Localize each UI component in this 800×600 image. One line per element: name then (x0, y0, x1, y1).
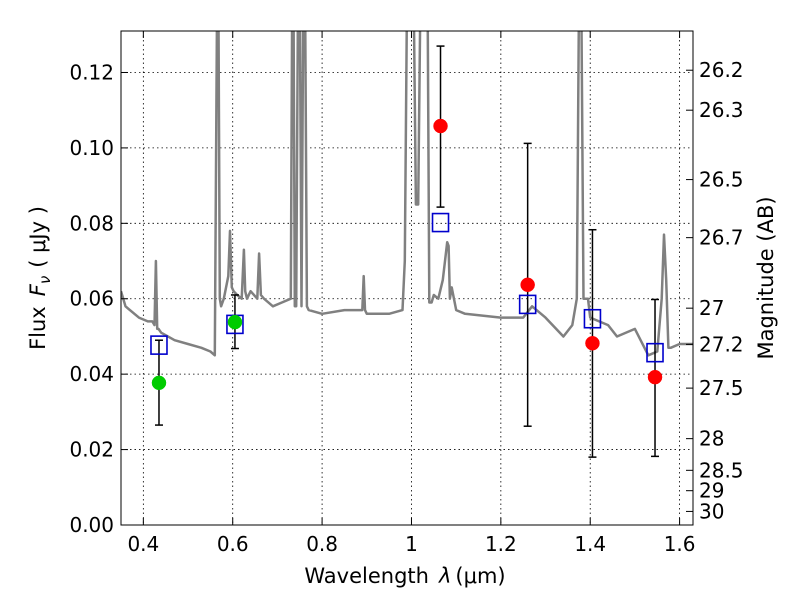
model-photometry-box (518, 294, 537, 315)
plot-frame (120, 30, 694, 526)
model-spectrum-line (121, 31, 693, 357)
x-tick-label: 0.6 (217, 532, 249, 556)
magnitude-tick-label: 30 (699, 499, 724, 523)
y-axis-label: FluxFν( μJy ) (26, 206, 54, 350)
magnitude-tick-label: 27.5 (699, 376, 744, 400)
model-photometry-box (150, 335, 168, 355)
magnitude-tick-label: 27 (699, 296, 724, 320)
observed-flux-point (151, 375, 167, 391)
model-photometry-box (583, 308, 602, 329)
spectrum-layer (121, 31, 693, 357)
observed-flux-point (520, 277, 535, 293)
y-tick-label: 0.06 (69, 287, 114, 311)
magnitude-tick-label: 29 (699, 479, 724, 503)
observed-flux-point (585, 335, 600, 351)
magnitude-tick-label: 27.2 (699, 332, 744, 356)
x-tick-label: 1.6 (664, 532, 696, 556)
observed-flux-point (227, 314, 243, 330)
tick-layer: 0.4 0.6 0.8 1 1.2 1.4 1.6 0.00 0.02 0.04 0.06 0.08 0… (69, 31, 744, 556)
magnitude-tick-label: 26.7 (699, 226, 744, 250)
marker-layer (150, 118, 664, 391)
magnitude-tick-label: 26.5 (699, 168, 744, 192)
model-photometry-box (646, 342, 664, 363)
y-tick-label: 0.04 (69, 362, 114, 386)
magnitude-tick-label: 28.5 (699, 458, 744, 482)
y-tick-label: 0.02 (69, 438, 114, 462)
x-tick-label: 1.2 (485, 532, 517, 556)
y-tick-label: 0.00 (69, 513, 114, 537)
x-tick-label: 0.4 (127, 532, 159, 556)
x-tick-label: 1.4 (574, 532, 606, 556)
magnitude-tick-label: 28 (699, 427, 724, 451)
magnitude-axis-label: Magnitude (AB) (754, 196, 778, 359)
y-tick-label: 0.08 (69, 211, 114, 235)
x-tick-label: 1 (405, 532, 418, 556)
magnitude-tick-label: 26.2 (699, 58, 744, 82)
y-tick-label: 0.10 (69, 136, 114, 160)
y-tick-label: 0.12 (69, 60, 114, 84)
x-axis-label: Wavelength λ (μm) (304, 564, 505, 588)
magnitude-tick-label: 26.3 (699, 98, 744, 122)
observed-flux-point (647, 369, 663, 385)
model-photometry-box (431, 212, 450, 233)
x-tick-label: 0.8 (306, 532, 338, 556)
observed-flux-point (433, 118, 448, 134)
